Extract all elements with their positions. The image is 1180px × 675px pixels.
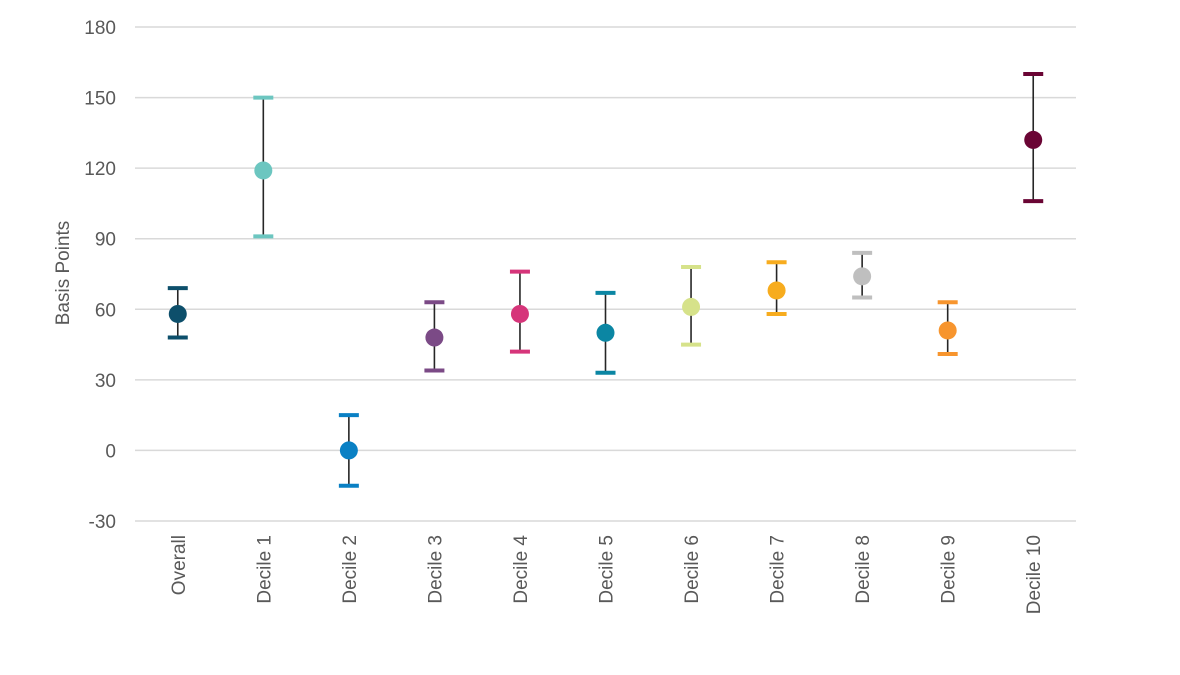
x-axis-tick-labels: Overall Decile 1 Decile 2 Decile 3 Decile 4 D… (169, 535, 1045, 615)
y-tick-label: 30 (95, 371, 116, 392)
data-marks (168, 74, 1043, 486)
data-point (853, 267, 871, 285)
data-point (340, 441, 358, 459)
x-tick-label: Decile 1 (254, 535, 275, 604)
y-axis-tick-labels: -30 0 30 60 90 120 150 180 (84, 18, 116, 533)
y-tick-label: 150 (84, 89, 116, 110)
x-tick-label: Decile 9 (939, 535, 960, 604)
x-tick-label: Overall (169, 535, 190, 595)
data-point (768, 281, 786, 299)
data-point (939, 321, 957, 339)
y-tick-label: 120 (84, 159, 116, 180)
x-tick-label: Decile 5 (597, 535, 618, 604)
y-tick-label: 90 (95, 230, 116, 251)
y-tick-label: 180 (84, 18, 116, 39)
x-tick-label: Decile 8 (853, 535, 874, 604)
data-point (682, 298, 700, 316)
x-tick-label: Decile 7 (768, 535, 789, 604)
y-tick-label: 0 (105, 441, 116, 462)
y-axis-title: Basis Points (53, 221, 74, 326)
data-point (425, 329, 443, 347)
x-tick-label: Decile 10 (1024, 535, 1045, 614)
data-point (511, 305, 529, 323)
x-tick-label: Decile 2 (340, 535, 361, 604)
y-tick-label: -30 (89, 512, 116, 533)
data-point (254, 161, 272, 179)
data-point (597, 324, 615, 342)
data-point (1024, 131, 1042, 149)
y-tick-label: 60 (95, 300, 116, 321)
x-tick-label: Decile 4 (511, 535, 532, 604)
gridlines (135, 27, 1076, 521)
data-point (169, 305, 187, 323)
x-tick-label: Decile 3 (425, 535, 446, 604)
x-tick-label: Decile 6 (682, 535, 703, 604)
